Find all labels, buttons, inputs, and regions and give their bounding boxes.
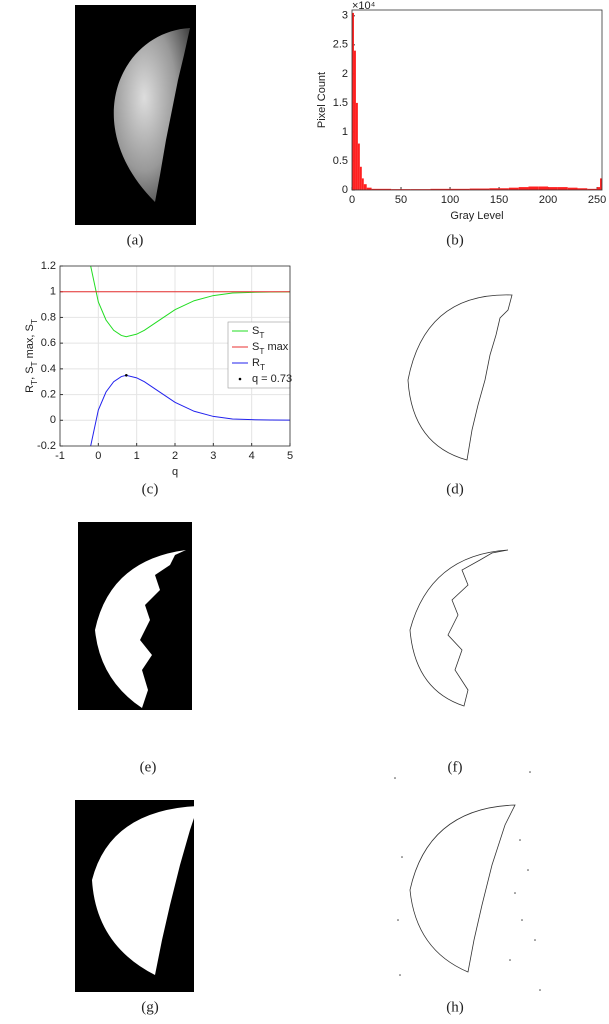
y-tick-label: 2.5 xyxy=(333,39,348,51)
contour xyxy=(409,804,516,973)
point xyxy=(125,373,128,377)
axes-frame xyxy=(351,9,603,191)
bar xyxy=(587,188,598,190)
bar xyxy=(469,188,490,190)
x-tick-label: 0 xyxy=(349,194,355,206)
bar xyxy=(430,188,451,190)
x-tick-label: 2 xyxy=(172,450,178,462)
bar xyxy=(352,12,354,190)
y-tick-label: -0.2 xyxy=(37,440,56,452)
bar xyxy=(528,186,539,190)
caption: (f) xyxy=(448,759,463,775)
caption: (a) xyxy=(127,232,144,248)
bar xyxy=(410,189,431,190)
noise-dots xyxy=(394,771,541,991)
x-tick-label: 250 xyxy=(588,194,606,206)
x-tick-label: 3 xyxy=(210,450,216,462)
x-tick-label: 100 xyxy=(441,194,459,206)
bar xyxy=(361,178,364,190)
bar xyxy=(355,102,358,190)
y-axis-label: Pixel Count xyxy=(316,72,328,128)
y-tick-label: 0.5 xyxy=(333,155,348,167)
legend-label: q = 0.73 xyxy=(252,373,292,385)
caption: (e) xyxy=(140,759,157,775)
x-tick-label: 0 xyxy=(95,450,101,462)
bar xyxy=(353,50,356,191)
x-tick-label: 4 xyxy=(249,450,255,462)
bar xyxy=(391,189,411,190)
x-axis-label: q xyxy=(172,466,178,478)
x-tick-label: -1 xyxy=(55,450,65,462)
bar xyxy=(489,188,509,190)
bar xyxy=(359,166,362,190)
y-tick-label: 3 xyxy=(342,10,348,22)
contour xyxy=(409,549,509,707)
bar xyxy=(366,187,372,190)
caption: (h) xyxy=(446,999,464,1015)
moon-region xyxy=(95,550,186,708)
line xyxy=(90,374,290,446)
caption: (c) xyxy=(142,481,159,497)
caption: (b) xyxy=(446,232,464,248)
moon xyxy=(113,28,190,202)
x-tick-label: 5 xyxy=(287,450,293,462)
bar xyxy=(357,143,360,190)
bar xyxy=(577,188,588,190)
x-tick-label: 200 xyxy=(539,194,557,206)
y-tick-label: 0 xyxy=(50,414,56,426)
y-tick-label: 1.2 xyxy=(41,260,56,272)
bar xyxy=(363,184,367,190)
bar xyxy=(548,187,558,190)
legend-label: RT xyxy=(252,357,265,372)
legend-marker xyxy=(238,377,242,381)
line xyxy=(90,266,290,338)
y-multiplier: ×10⁴ xyxy=(352,0,376,12)
y-tick-label: 0.4 xyxy=(41,363,56,375)
legend-label: ST max xyxy=(252,341,289,356)
y-tick-label: 0.2 xyxy=(41,388,56,400)
x-tick-label: 1 xyxy=(134,450,140,462)
axes-frame xyxy=(59,265,291,447)
y-tick-label: 0.8 xyxy=(41,311,56,323)
x-tick-label: 50 xyxy=(395,194,407,206)
x-axis-label: Gray Level xyxy=(450,210,503,222)
bar xyxy=(538,186,549,190)
y-axis-label: RT, ST max, ST xyxy=(24,319,39,393)
caption: (d) xyxy=(446,481,464,497)
contour xyxy=(407,294,513,461)
legend-box xyxy=(227,321,291,389)
y-tick-label: 2 xyxy=(342,68,348,80)
bar xyxy=(371,188,392,190)
bar xyxy=(508,187,519,190)
y-tick-label: 1 xyxy=(342,126,348,138)
y-tick-label: 0 xyxy=(342,184,348,196)
bar xyxy=(597,187,601,190)
bar xyxy=(518,187,529,190)
y-tick-label: 1 xyxy=(50,286,56,298)
bar xyxy=(567,187,578,190)
caption: (g) xyxy=(141,999,159,1015)
bar xyxy=(600,178,602,190)
y-tick-label: 0.6 xyxy=(41,337,56,349)
x-tick-label: 150 xyxy=(490,194,508,206)
legend-label: ST xyxy=(252,325,264,340)
bar xyxy=(557,187,568,190)
y-tick-label: 1.5 xyxy=(333,97,348,109)
moon-region xyxy=(92,806,198,975)
bar xyxy=(450,188,470,190)
